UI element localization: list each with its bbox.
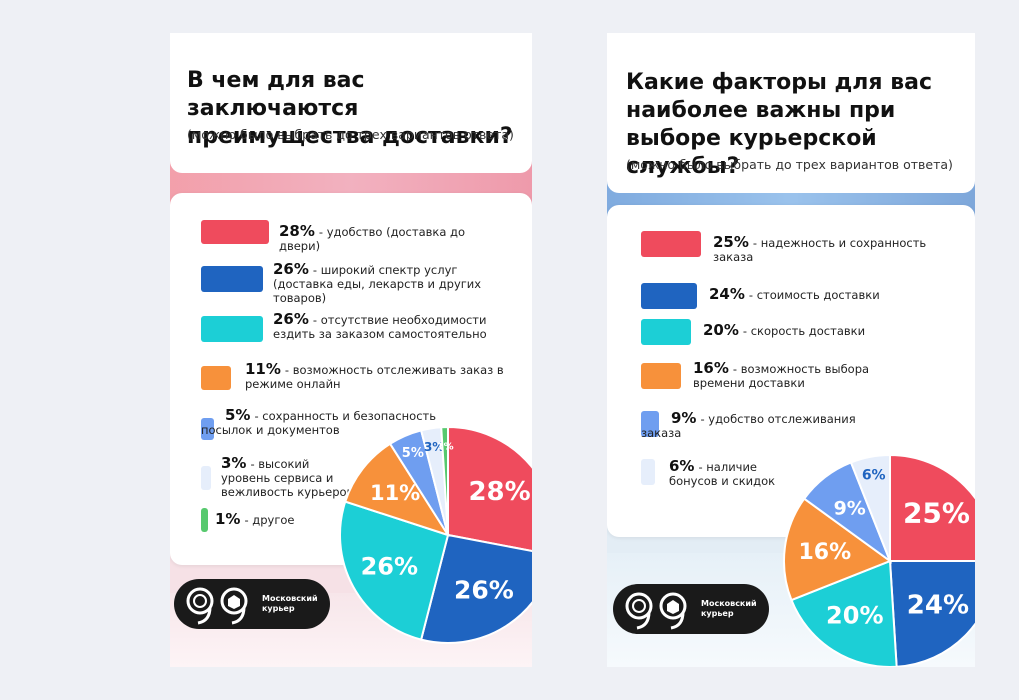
infographic-card-courier-factors: Какие факторы для вас наиболее важны при… [607,33,975,667]
chart-title: В чем для вас заключаются преимущества д… [187,68,513,149]
legend-label: - отсутствие необходимости ездить за зак… [273,313,487,341]
brand-logo: Московский курьер [174,579,330,629]
legend-swatch [641,319,691,345]
legend-label: - скорость доставки [742,324,866,338]
legend-value: 25% [713,233,749,251]
legend-value: 6% [669,457,695,475]
legend-swatch [201,266,263,292]
pie-slice-label: 26% [454,576,514,605]
pie-slice [889,453,975,562]
pie-slice [783,497,893,602]
legend-label: - надежность и сохранность заказа [713,236,927,264]
pie-slice-label: 9% [834,498,866,520]
pie-slice-label: 26% [361,552,418,580]
brand-name: Московский курьер [701,599,757,618]
pie-slice [790,559,898,667]
legend-value: 28% [279,222,315,240]
legend-value: 5% [225,406,251,424]
pie-slice [344,442,451,537]
legend-label: - наличие бонусов и скидок [669,460,776,488]
pie-slice [419,533,532,644]
legend-label: - другое [244,513,295,527]
pie-slice-label: 6% [862,468,886,484]
legend-value: 11% [245,360,281,378]
pie-slice [339,500,450,641]
pie-slice-label: 3% [424,440,444,454]
legend-value: 24% [709,285,745,303]
legend-swatch [641,411,659,437]
legend-swatch [201,366,231,390]
brand-logo: Московский курьер [613,584,769,634]
pie-slice-label: 25% [903,497,970,530]
legend-swatch [201,466,211,490]
infographic-card-delivery-benefits: В чем для вас заключаются преимущества д… [170,33,532,667]
legend-swatch [641,283,697,309]
legend-swatch [201,418,214,440]
pie-slice-label: 5% [402,446,424,461]
pie-slice-label: 28% [468,477,530,507]
legend-value: 20% [703,321,739,339]
legend-value: 16% [693,359,729,377]
legend-label: - возможность выбора времени доставки [693,362,870,390]
brand-name: Московский курьер [262,594,318,613]
legend-label: - высокий уровень сервиса и вежливость к… [221,457,354,499]
pie-slice [447,425,532,553]
legend-value: 26% [273,310,309,328]
brand-mark-icon [625,592,687,630]
legend-label: - стоимость доставки [748,288,880,302]
chart-title: Какие факторы для вас наиболее важны при… [626,70,933,179]
legend-label: - возможность отслеживать заказ в режиме… [245,363,504,391]
legend-swatch [641,363,681,389]
pie-slice [440,425,449,536]
pie-slice-label: 1% [437,441,454,452]
chart-subtitle: (можно было выбрать до трех вариантов от… [187,127,514,142]
pie-slice-label: 11% [370,481,420,505]
pie-slice-label: 16% [798,540,851,565]
legend-label: - сохранность и безопасность посылок и д… [201,409,437,437]
card-header [170,33,532,173]
legend-swatch [201,508,208,532]
pie-chart: 25% 24% 20% 16% 9% 6% [783,453,975,667]
legend-value: 26% [273,260,309,278]
pie-slice-label: 20% [826,601,883,629]
legend-swatch [201,316,263,342]
card-header [607,33,975,193]
legend-value: 9% [671,409,697,427]
legend-swatch [201,220,269,244]
chart-subtitle: (можно было выбрать до трех вариантов от… [626,157,953,172]
legend-swatch [641,231,701,257]
legend-label: - удобство отслеживания заказа [641,412,856,440]
brand-mark-icon [186,587,248,625]
legend-swatch [641,459,655,485]
legend-value: 1% [215,510,241,528]
pie-slice-label: 24% [907,590,969,620]
legend-value: 3% [221,454,247,472]
pie-slice [849,453,891,562]
legend-label: - удобство (доставка до двери) [279,225,466,253]
legend-label: - широкий спектр услуг (доставка еды, ле… [273,263,482,305]
pie-chart: 28% 26% 26% 11% 5% 3%1% [339,425,532,644]
pie-slice [888,560,975,667]
